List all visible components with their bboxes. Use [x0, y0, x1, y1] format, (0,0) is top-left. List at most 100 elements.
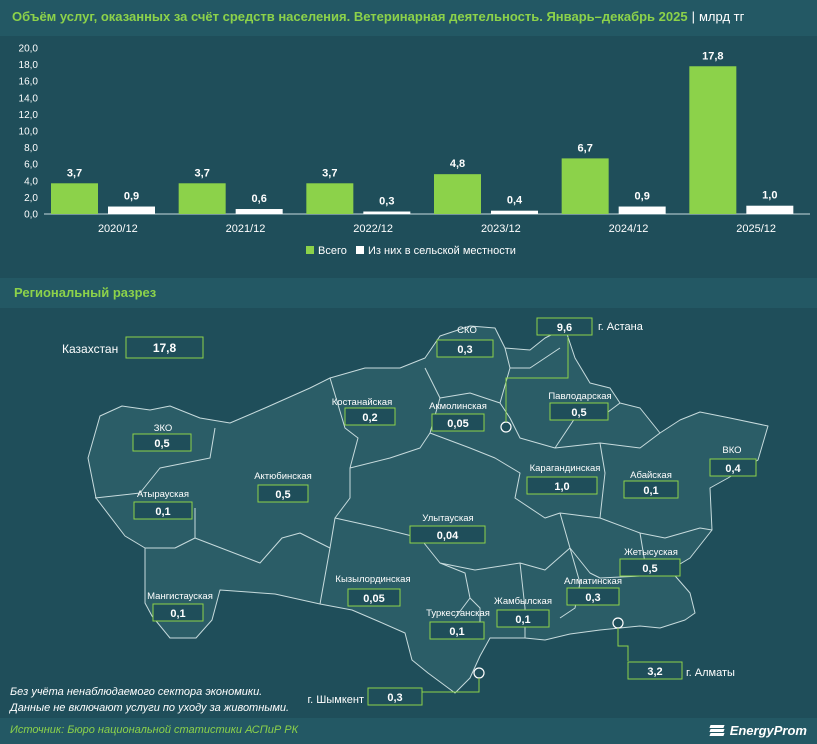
chart-title: Объём услуг, оказанных за счёт средств н… — [12, 9, 688, 24]
region-value-vko: 0,4 — [725, 463, 741, 475]
region-value-box-kyzylorda — [347, 588, 401, 607]
shymkent-leader — [422, 678, 480, 693]
y-tick-label: 2,0 — [24, 193, 38, 204]
x-tick-label: 2024/12 — [609, 223, 649, 235]
bar-value-label: 0,9 — [635, 191, 650, 203]
y-tick-label: 6,0 — [24, 160, 38, 171]
region-value-astana: 9,6 — [557, 322, 572, 334]
bar-total — [689, 66, 737, 214]
astana-dot — [500, 421, 512, 433]
y-tick-label: 10,0 — [19, 127, 39, 138]
total-value-box — [125, 336, 204, 359]
region-value-karaganda: 1,0 — [554, 481, 569, 493]
region-value-atyrau: 0,1 — [155, 506, 170, 518]
region-name-kostanai: Костанайская — [332, 397, 392, 408]
region-value-zhambyl: 0,1 — [515, 614, 530, 626]
region-value-box-abai — [623, 480, 679, 499]
legend-label: Из них в сельской местности — [368, 245, 516, 257]
y-tick-label: 4,0 — [24, 176, 38, 187]
region-value-box-pavlodar — [549, 402, 609, 421]
astana-marker — [500, 337, 569, 433]
region-borders — [94, 347, 713, 638]
y-tick-label: 16,0 — [19, 77, 39, 88]
brand-logo: EnergyProm — [709, 723, 807, 738]
astana-leader — [505, 337, 569, 422]
region-value-box-turkestan — [429, 621, 485, 640]
region-name-aktobe: Актюбинская — [254, 471, 312, 482]
bar-rural — [235, 209, 283, 214]
region-value-box-zhetysu — [619, 558, 681, 577]
region-value-mangystau: 0,1 — [170, 608, 185, 620]
region-value-almaty_city: 3,2 — [647, 666, 662, 678]
bar-value-label: 1,0 — [762, 190, 777, 202]
region-name-atyrau: Атырауская — [137, 489, 189, 500]
region-name-pavlodar: Павлодарская — [548, 391, 611, 402]
bar-value-label: 3,7 — [67, 167, 82, 179]
y-tick-label: 0,0 — [24, 210, 38, 221]
bar-rural — [363, 211, 411, 214]
region-value-box-zko — [132, 433, 192, 452]
bar-rural — [618, 206, 666, 214]
chart-unit: млрд тг — [698, 9, 745, 24]
region-value-kostanai: 0,2 — [362, 412, 377, 424]
shymkent-dot — [473, 667, 485, 679]
y-tick-label: 20,0 — [19, 44, 39, 55]
region-value-ulytau: 0,04 — [437, 530, 459, 542]
bar-total — [178, 183, 226, 214]
x-tick-label: 2023/12 — [481, 223, 521, 235]
region-value-sko: 0,3 — [457, 344, 472, 356]
logo-icon — [709, 724, 726, 737]
bar-value-label: 3,7 — [322, 167, 337, 179]
logo-text: EnergyProm — [729, 723, 807, 738]
y-tick-label: 18,0 — [19, 60, 39, 71]
shymkent-marker — [422, 667, 485, 693]
bar-rural — [108, 206, 155, 214]
bar-total — [434, 174, 481, 214]
legend-label: Всего — [318, 245, 347, 257]
region-name-turkestan: Туркестанская — [426, 608, 490, 619]
region-name-almaty_city: г. Алматы — [686, 667, 735, 679]
total-value: 17,8 — [153, 341, 177, 355]
legend-swatch — [356, 246, 364, 254]
footer-bar: Источник: Бюро национальной статистики А… — [0, 718, 817, 744]
kazakhstan-map: Казахстан 17,8 0,3 СКО 9,6 г. Астана 0,5 ЗКО 0,2… — [62, 317, 769, 706]
legend-swatch — [306, 246, 314, 254]
region-name-vko: ВКО — [722, 445, 741, 456]
region-name-zhetysu: Жетысуская — [624, 547, 678, 558]
legend: Всего Из них в сельской местности — [306, 245, 516, 257]
bar-value-label: 17,8 — [702, 50, 723, 62]
region-value-zhetysu: 0,5 — [642, 563, 657, 575]
total-label: Казахстан — [62, 342, 118, 356]
almaty-leader — [617, 628, 629, 661]
note-line-1: Без учёта ненаблюдаемого сектора экономи… — [10, 686, 263, 698]
region-value-box-karaganda — [526, 476, 598, 495]
map-labels: Казахстан 17,8 0,3 СКО 9,6 г. Астана 0,5 ЗКО 0,2… — [62, 317, 757, 706]
region-value-shymkent: 0,3 — [387, 692, 402, 704]
x-tick-label: 2020/12 — [98, 223, 138, 235]
note-line-2: Данные не включают услуги по уходу за жи… — [10, 702, 290, 714]
region-name-kyzylorda: Кызылординская — [335, 574, 410, 585]
almaty-dot — [612, 617, 624, 629]
region-value-box-akmola — [431, 413, 485, 432]
region-value-box-mangystau — [152, 603, 204, 622]
region-value-box-almaty_reg — [566, 587, 620, 606]
almaty-marker — [612, 617, 629, 661]
x-tick-label: 2021/12 — [226, 223, 266, 235]
bar-total — [561, 158, 609, 214]
region-value-box-ulytau — [409, 525, 486, 544]
region-name-zko: ЗКО — [154, 423, 173, 434]
region-name-ulytau: Улытауская — [422, 513, 473, 524]
bar-total — [51, 183, 98, 214]
region-value-box-almaty_city — [627, 661, 683, 680]
bar-rural — [491, 210, 538, 214]
region-value-box-sko — [436, 339, 494, 358]
region-value-aktobe: 0,5 — [275, 489, 290, 501]
bar-value-label: 0,9 — [124, 191, 139, 203]
y-tick-label: 12,0 — [19, 110, 39, 121]
region-value-akmola: 0,05 — [447, 418, 468, 430]
region-name-almaty_reg: Алматинская — [564, 576, 622, 587]
region-value-box-vko — [709, 458, 757, 477]
region-value-box-kostanai — [344, 407, 396, 426]
region-name-astana: г. Астана — [598, 321, 644, 333]
y-tick-label: 8,0 — [24, 143, 38, 154]
